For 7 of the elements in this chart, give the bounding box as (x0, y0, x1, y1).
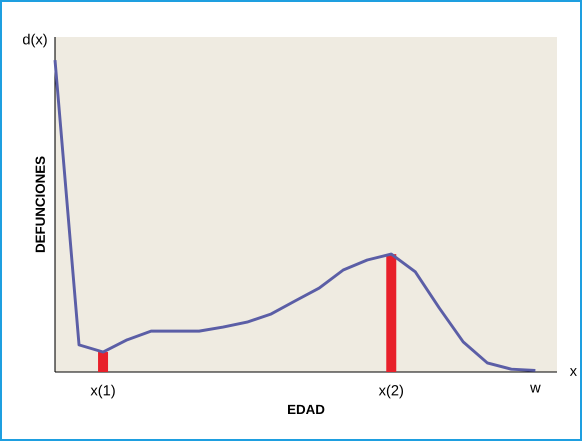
text: d(x) (22, 34, 47, 48)
text: x (570, 368, 577, 376)
y-axis-title: DEFUNCIONES (36, 156, 45, 252)
x-axis-title: EDAD (288, 404, 324, 414)
x-tick-label: x(2) (378, 384, 403, 398)
x-tick-label: x(1) (90, 384, 115, 398)
x-tick-label: w (530, 384, 541, 392)
